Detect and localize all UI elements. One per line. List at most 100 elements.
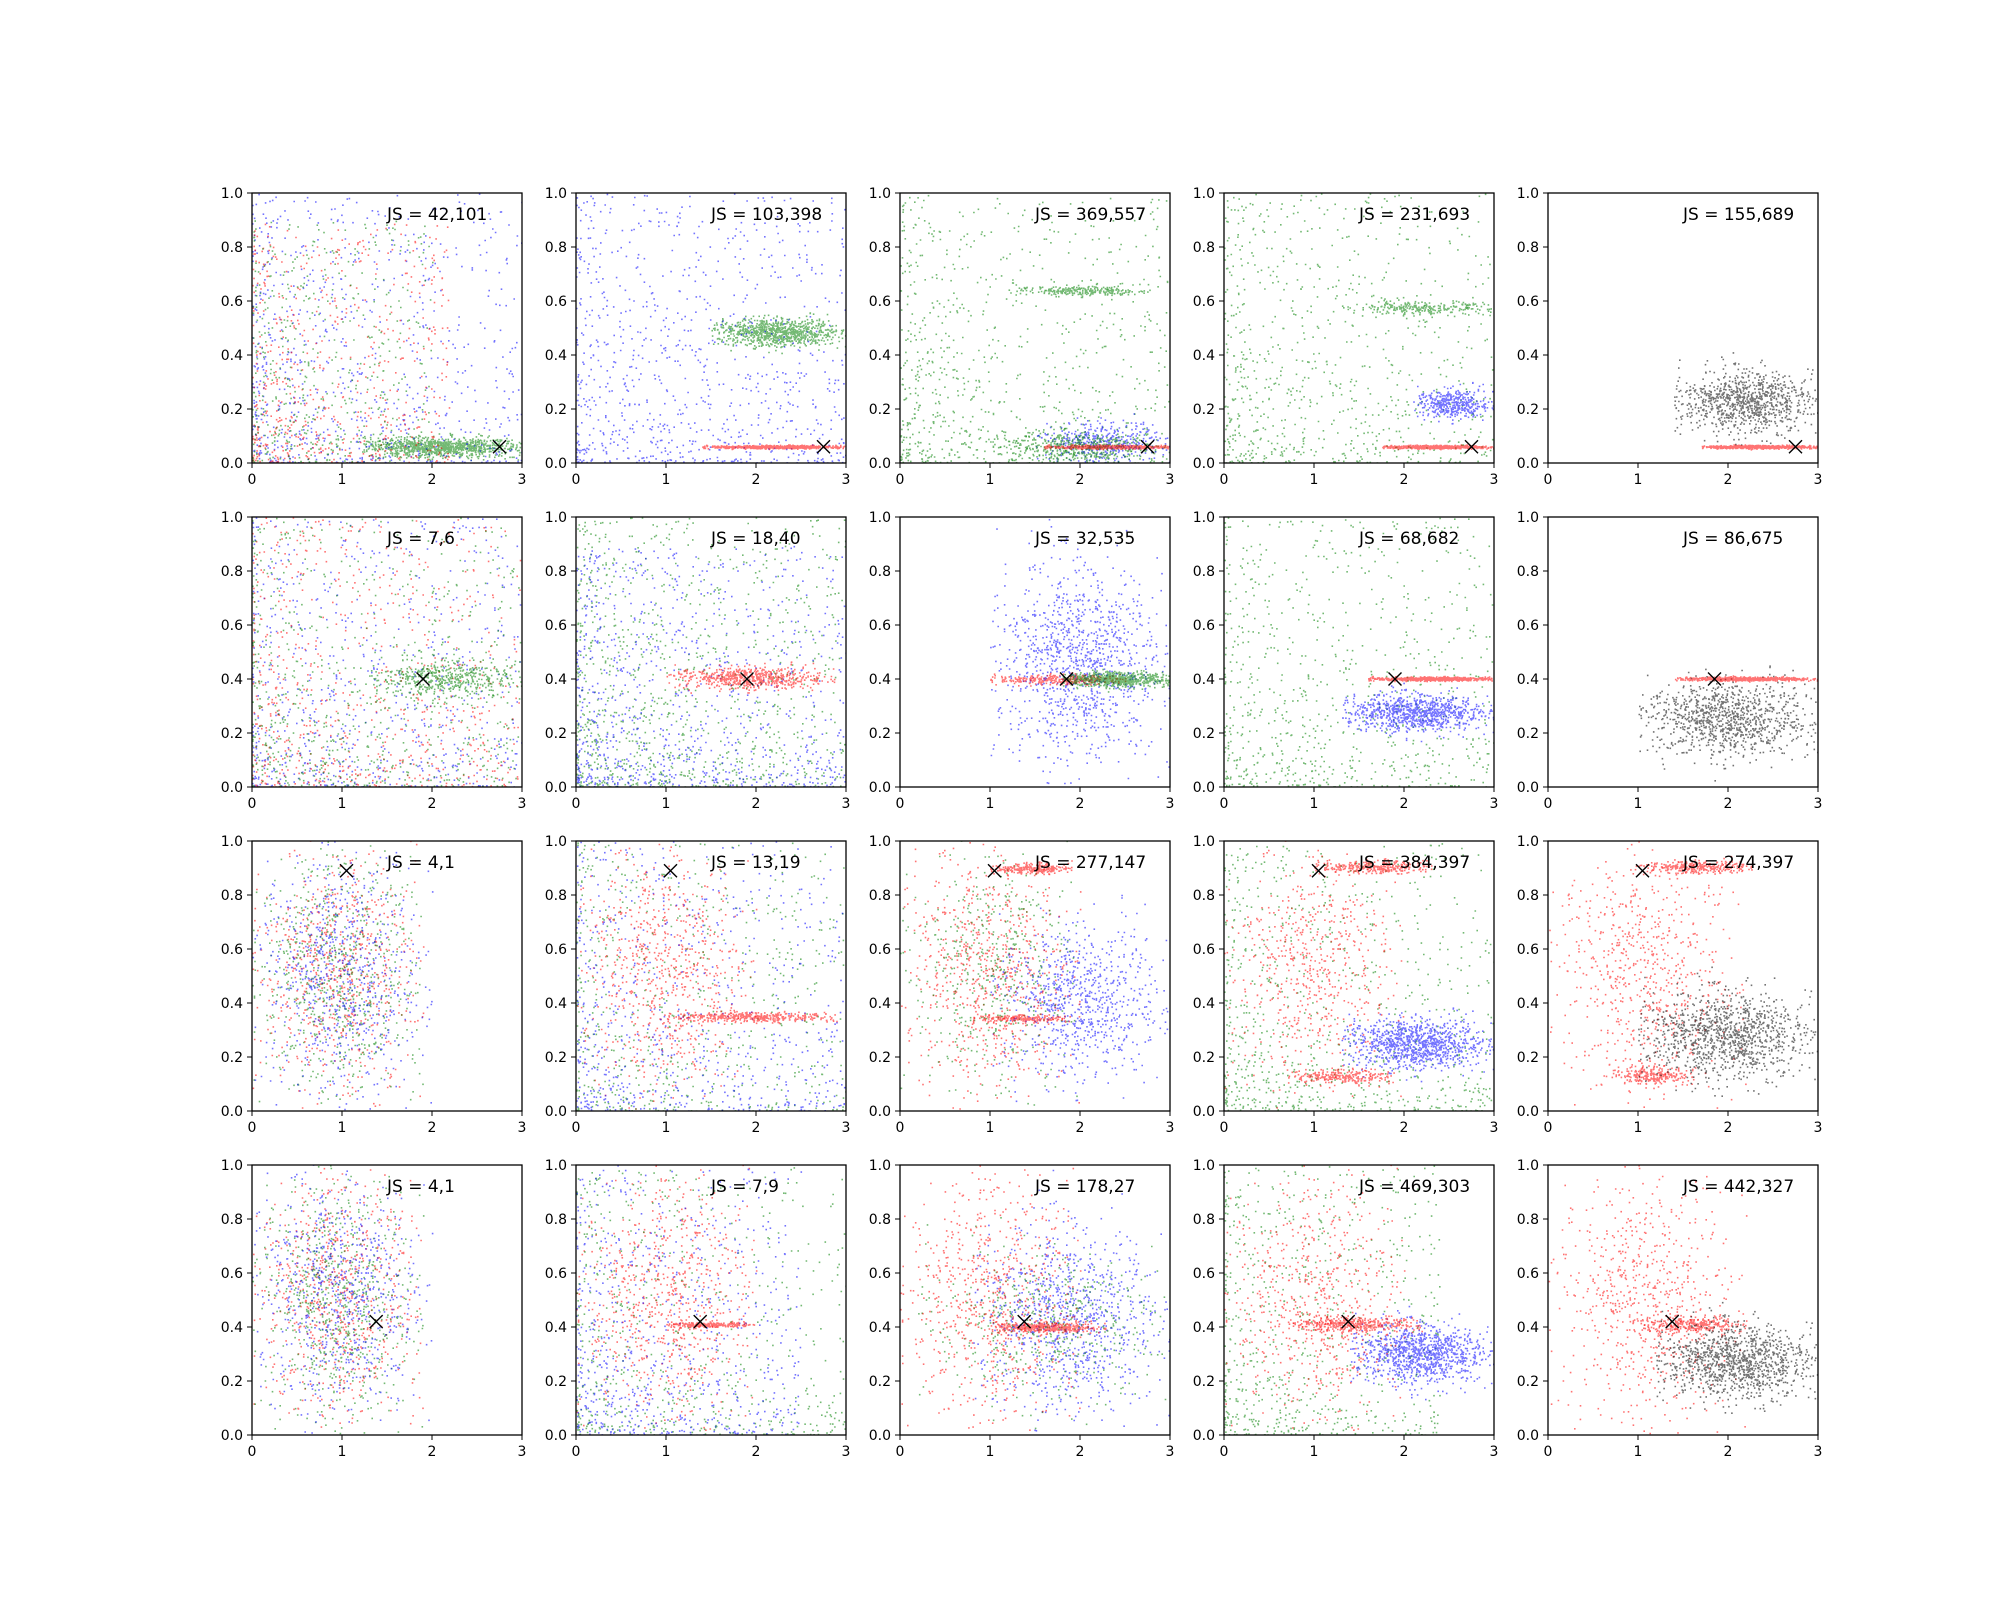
x-tick-label: 3 xyxy=(518,1444,527,1460)
y-tick-label: 0.8 xyxy=(869,888,891,904)
y-tick-label: 0.8 xyxy=(221,564,243,580)
axes-frame xyxy=(1547,516,1819,788)
x-tick-label: 3 xyxy=(842,1120,851,1136)
point-cloud-blue xyxy=(990,518,1170,785)
axes-frame xyxy=(899,192,1171,464)
x-tick-label: 3 xyxy=(1166,1444,1175,1460)
y-tick-label: 0.2 xyxy=(1193,402,1215,418)
axes-frame xyxy=(575,516,847,788)
subplot: 0 1 2 3 0.0 0.2 0.4 0.6 0.8 1.0 JS = 369,557 xyxy=(869,186,1175,488)
y-tick-label: 0.8 xyxy=(221,888,243,904)
y-tick-label: 1.0 xyxy=(545,186,567,202)
x-tick-label: 1 xyxy=(1634,472,1643,488)
x-tick-label: 2 xyxy=(1400,1120,1409,1136)
x-tick-label: 2 xyxy=(1724,1120,1733,1136)
x-tick-label: 1 xyxy=(662,1120,671,1136)
x-marker xyxy=(1140,439,1155,454)
point-cloud-red xyxy=(1701,444,1818,451)
point-cloud-green xyxy=(1008,283,1159,299)
y-tick-label: 0.6 xyxy=(1517,618,1539,634)
point-cloud-red xyxy=(1674,675,1818,683)
scatter-points xyxy=(1548,1165,1818,1435)
point-cloud-black xyxy=(1638,665,1818,782)
y-tick-label: 0.6 xyxy=(221,1266,243,1282)
scatter-points xyxy=(576,193,846,463)
y-tick-label: 0.6 xyxy=(1193,942,1215,958)
js-annotation: JS = 42,101 xyxy=(386,205,487,225)
x-tick-label: 2 xyxy=(1076,472,1085,488)
y-tick-label: 1.0 xyxy=(545,1158,567,1174)
scatter-points xyxy=(1224,841,1494,1111)
y-tick-label: 0.4 xyxy=(545,672,567,688)
x-marker xyxy=(1464,439,1479,454)
subplot: 0 1 2 3 0.0 0.2 0.4 0.6 0.8 1.0 JS = 68,682 xyxy=(1193,510,1499,812)
x-tick-label: 2 xyxy=(752,472,761,488)
y-tick-label: 0.8 xyxy=(869,240,891,256)
subplot: 0 1 2 3 0.0 0.2 0.4 0.6 0.8 1.0 JS = 274,397 xyxy=(1517,834,1823,1136)
x-tick-label: 2 xyxy=(752,1120,761,1136)
y-tick-label: 0.2 xyxy=(1193,726,1215,742)
x-tick-label: 0 xyxy=(572,796,581,812)
y-tick-label: 0.6 xyxy=(1193,1266,1215,1282)
subplot: 0 1 2 3 0.0 0.2 0.4 0.6 0.8 1.0 JS = 86,675 xyxy=(1517,510,1823,812)
y-tick-label: 1.0 xyxy=(1517,510,1539,526)
y-tick-label: 0.8 xyxy=(1517,240,1539,256)
y-tick-label: 0.4 xyxy=(221,672,243,688)
point-cloud-red xyxy=(1638,857,1753,877)
axes-frame xyxy=(575,192,847,464)
x-tick-label: 3 xyxy=(842,1444,851,1460)
y-tick-label: 0.4 xyxy=(1193,1320,1215,1336)
x-tick-label: 2 xyxy=(1076,1120,1085,1136)
subplot: 0 1 2 3 0.0 0.2 0.4 0.6 0.8 1.0 JS = 7,6 xyxy=(221,510,527,812)
scatter-points xyxy=(900,194,1170,463)
axes-frame xyxy=(251,1164,523,1436)
x-tick-label: 0 xyxy=(1220,472,1229,488)
x-tick-label: 1 xyxy=(338,1444,347,1460)
point-cloud-red xyxy=(900,1165,1082,1431)
js-annotation: JS = 178,27 xyxy=(1034,1177,1135,1197)
y-tick-label: 0.6 xyxy=(869,1266,891,1282)
subplot: 0 1 2 3 0.0 0.2 0.4 0.6 0.8 1.0 JS = 155,689 xyxy=(1517,186,1823,488)
y-tick-label: 0.6 xyxy=(545,618,567,634)
y-tick-label: 0.6 xyxy=(1517,942,1539,958)
subplot: 0 1 2 3 0.0 0.2 0.4 0.6 0.8 1.0 JS = 103,398 xyxy=(545,186,851,488)
y-tick-label: 0.0 xyxy=(221,1104,243,1120)
y-tick-label: 0.4 xyxy=(1193,672,1215,688)
js-annotation: JS = 384,397 xyxy=(1358,853,1470,873)
x-tick-label: 2 xyxy=(1400,472,1409,488)
y-tick-label: 0.0 xyxy=(1193,1428,1215,1444)
point-cloud-green xyxy=(1341,299,1492,320)
subplot: 0 1 2 3 0.0 0.2 0.4 0.6 0.8 1.0 JS = 277,147 xyxy=(869,834,1175,1136)
point-cloud-red xyxy=(1640,1314,1748,1337)
point-cloud-green xyxy=(993,422,1170,463)
y-tick-label: 0.6 xyxy=(1517,1266,1539,1282)
y-tick-label: 0.4 xyxy=(1517,1320,1539,1336)
point-cloud-red xyxy=(252,841,425,1109)
y-tick-label: 0.2 xyxy=(221,726,243,742)
js-annotation: JS = 469,303 xyxy=(1358,1177,1470,1197)
axes-frame xyxy=(1223,1164,1495,1436)
point-cloud-blue xyxy=(990,894,1169,1103)
axes-frame xyxy=(1223,192,1495,464)
axes-frame xyxy=(1547,192,1819,464)
subplot: 0 1 2 3 0.0 0.2 0.4 0.6 0.8 1.0 JS = 4,1 xyxy=(221,1158,527,1460)
y-tick-label: 0.4 xyxy=(869,672,891,688)
x-tick-label: 2 xyxy=(1076,796,1085,812)
subplot: 0 1 2 3 0.0 0.2 0.4 0.6 0.8 1.0 JS = 442,327 xyxy=(1517,1158,1823,1460)
scatter-points xyxy=(1674,352,1818,451)
y-tick-label: 0.8 xyxy=(869,564,891,580)
x-tick-label: 1 xyxy=(1310,1120,1319,1136)
x-tick-label: 2 xyxy=(428,1120,437,1136)
point-cloud-green xyxy=(711,312,846,355)
y-tick-label: 0.2 xyxy=(1517,402,1539,418)
y-tick-label: 0.8 xyxy=(1193,240,1215,256)
point-cloud-green xyxy=(576,842,846,1111)
subplot: 0 1 2 3 0.0 0.2 0.4 0.6 0.8 1.0 JS = 231,693 xyxy=(1193,186,1499,488)
x-marker xyxy=(1388,672,1402,686)
subplot: 0 1 2 3 0.0 0.2 0.4 0.6 0.8 1.0 JS = 384,397 xyxy=(1193,834,1499,1136)
x-marker xyxy=(1788,439,1803,454)
point-cloud-blue xyxy=(1035,413,1170,463)
x-tick-label: 2 xyxy=(1400,796,1409,812)
y-tick-label: 0.2 xyxy=(545,1050,567,1066)
